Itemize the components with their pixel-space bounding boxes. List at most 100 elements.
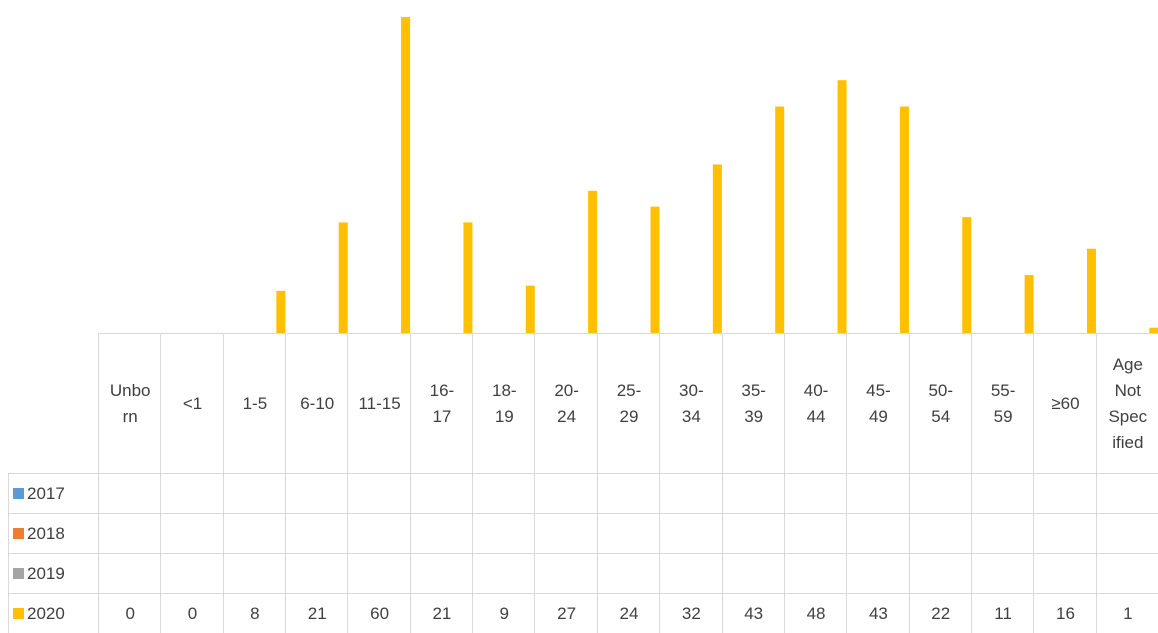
table-value: [596, 553, 661, 594]
table-value-text: 43: [868, 604, 888, 623]
table-value: [1033, 553, 1097, 594]
category-label: 1-5: [222, 333, 287, 473]
table-value: [908, 473, 972, 514]
category-label: Unborn: [98, 333, 162, 473]
category-label: 18-19: [472, 333, 536, 473]
table-value: [222, 553, 287, 594]
bar: [837, 80, 847, 333]
table-value: 1: [1095, 593, 1158, 633]
table-value: [285, 473, 349, 514]
table-value: [98, 513, 162, 554]
category-label: 25-29: [596, 333, 661, 473]
category-label-text: Age Not Specified: [1108, 354, 1148, 452]
table-value-text: 48: [806, 604, 826, 623]
table-value: [472, 473, 536, 514]
table-value: [1033, 473, 1097, 514]
table-value-text: 0: [125, 604, 135, 623]
table-value: 21: [409, 593, 474, 633]
table-value: [846, 473, 910, 514]
category-label-text: 1-5: [242, 393, 268, 413]
category-label: 55-59: [970, 333, 1035, 473]
legend-swatch: [13, 568, 24, 579]
category-label-text: 45-49: [866, 380, 891, 426]
legend-swatch: [13, 608, 24, 619]
bar: [525, 285, 535, 333]
table-value: 32: [659, 593, 723, 633]
table-value: 8: [222, 593, 287, 633]
table-value: [409, 513, 474, 554]
table-value: [347, 553, 411, 594]
category-label: 35-39: [721, 333, 785, 473]
table-value: [534, 553, 598, 594]
table-value: [534, 473, 598, 514]
category-label: 11-15: [347, 333, 411, 473]
category-label: 20-24: [534, 333, 598, 473]
category-label-text: 40-44: [803, 380, 829, 426]
bar: [1149, 327, 1158, 333]
table-value: [659, 553, 723, 594]
table-value: [659, 513, 723, 554]
category-label-text: 18-19: [491, 380, 517, 426]
legend-label: 2018: [27, 523, 65, 543]
table-value: [1095, 513, 1158, 554]
category-label-text: 55-59: [990, 380, 1016, 426]
category-label-text: 35-39: [741, 380, 766, 426]
legend-entry: 2020: [8, 593, 99, 633]
bar: [650, 206, 660, 333]
table-value: [222, 513, 287, 554]
table-value: [160, 553, 224, 594]
legend-swatch: [13, 528, 24, 539]
category-label: <1: [160, 333, 224, 473]
table-value-text: 8: [250, 604, 260, 623]
table-value-text: 21: [432, 604, 452, 623]
legend-entry: 2017: [8, 473, 99, 513]
category-label: 45-49: [846, 333, 910, 473]
table-value: 0: [98, 593, 162, 633]
table-value-text: 43: [744, 604, 764, 623]
table-value-text: 1: [1123, 604, 1133, 623]
table-value: [783, 513, 848, 554]
table-value: 21: [285, 593, 349, 633]
table-value: [1095, 473, 1158, 514]
table-value-text: 9: [499, 604, 510, 623]
category-label-text: 16-17: [429, 380, 455, 426]
table-value: 43: [846, 593, 910, 633]
table-value: [970, 553, 1035, 594]
table-value: [596, 513, 661, 554]
bar: [588, 190, 598, 333]
table-value-text: 16: [1055, 604, 1075, 623]
category-label-text: <1: [182, 393, 203, 413]
table-value: [472, 513, 536, 554]
table-value: [970, 473, 1035, 514]
legend-label: 2019: [27, 563, 65, 583]
table-value: 22: [908, 593, 972, 633]
table-value: [222, 473, 287, 514]
bar: [712, 164, 722, 333]
category-label-text: 50-54: [928, 380, 954, 426]
table-value: 11: [970, 593, 1035, 633]
table-value-text: 27: [557, 604, 577, 623]
bar: [338, 222, 348, 333]
category-label: 30-34: [659, 333, 723, 473]
table-value: [409, 553, 474, 594]
table-value: 48: [783, 593, 848, 633]
table-value-text: 11: [994, 604, 1012, 623]
table-value: [534, 513, 598, 554]
category-label: Age Not Specified: [1095, 333, 1158, 473]
table-value: [908, 513, 972, 554]
bar: [1024, 275, 1034, 333]
category-label: 40-44: [783, 333, 848, 473]
category-label: 16-17: [409, 333, 474, 473]
table-value: [1033, 513, 1097, 554]
category-label-text: ≥60: [1051, 393, 1080, 413]
bar: [276, 290, 286, 333]
table-value: [970, 513, 1035, 554]
category-label: 50-54: [908, 333, 972, 473]
legend-entry: 2018: [8, 513, 99, 553]
table-value-text: 0: [187, 604, 198, 623]
table-value: [285, 513, 349, 554]
table-value: 0: [160, 593, 224, 633]
table-value: 24: [596, 593, 661, 633]
table-value: [409, 473, 474, 514]
